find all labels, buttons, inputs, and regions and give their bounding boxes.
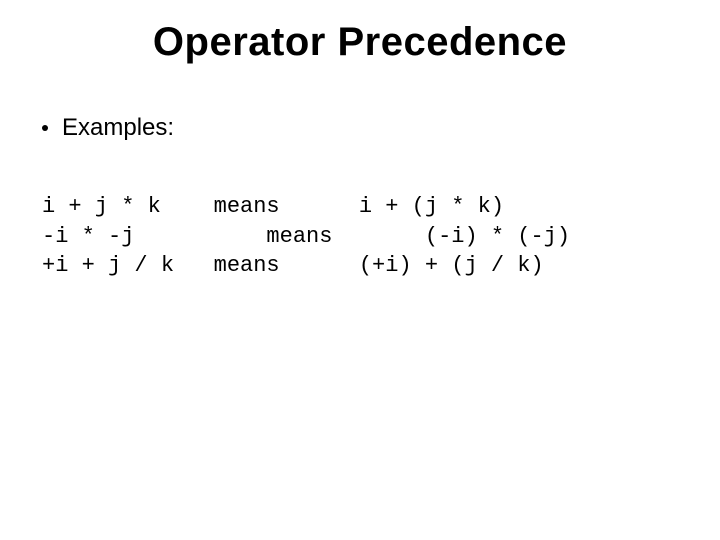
bullet-label: Examples: <box>62 114 174 142</box>
code-line: +i + j / k means (+i) + (j / k) <box>42 253 544 278</box>
slide-title: Operator Precedence <box>0 20 720 65</box>
code-line: i + j * k means i + (j * k) <box>42 194 504 219</box>
bullet-dot-icon <box>42 125 48 131</box>
bullet-item: Examples: <box>42 114 174 142</box>
code-line: -i * -j means (-i) * (-j) <box>42 224 570 249</box>
slide: Operator Precedence Examples: i + j * k … <box>0 0 720 540</box>
code-block: i + j * k means i + (j * k) -i * -j mean… <box>42 192 570 281</box>
